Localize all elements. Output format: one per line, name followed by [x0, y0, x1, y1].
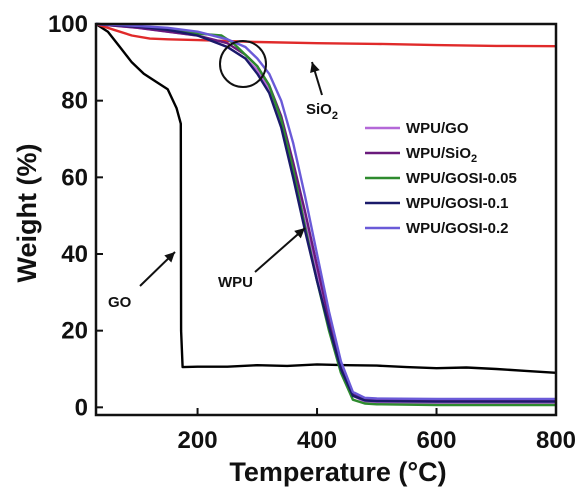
- arrow-wpu-head: [294, 228, 305, 239]
- series-layer: [95, 22, 557, 407]
- arrow-wpu: [254, 227, 306, 273]
- series-line-6: [95, 22, 556, 401]
- annotation-go-label: GO: [108, 294, 132, 311]
- y-tick-label: 100: [48, 11, 88, 38]
- x-tick-label: 600: [416, 427, 456, 454]
- plot-frame: [94, 22, 558, 417]
- annotation-sio2-label: SiO2: [306, 101, 338, 122]
- y-tick-label: 40: [61, 241, 88, 268]
- legend-label: WPU/GOSI-0.1: [406, 195, 509, 212]
- highlight-circle: [219, 40, 267, 88]
- legend-label: WPU/GO: [406, 120, 469, 137]
- y-tick-label: 60: [61, 164, 88, 191]
- x-tick-label: 400: [297, 427, 337, 454]
- tick-layer: 200 400 600 800 0 20 40 60 80 100: [48, 11, 576, 454]
- y-axis-title: Weight (%): [12, 144, 42, 283]
- x-tick-label: 200: [178, 427, 218, 454]
- legend-label: WPU/GOSI-0.2: [406, 220, 509, 237]
- annotation-sio2-text: SiO: [306, 101, 332, 118]
- legend-label: WPU/GOSI-0.05: [406, 170, 517, 187]
- y-tick-label: 20: [61, 318, 88, 345]
- series-line-1: [95, 22, 557, 48]
- y-tick-label: 0: [75, 394, 88, 421]
- series-line-0: [95, 22, 557, 374]
- x-axis-title: Temperature (°C): [229, 457, 446, 487]
- y-tick-label: 80: [61, 88, 88, 115]
- x-tick-label: 800: [536, 427, 576, 454]
- legend-label: WPU/SiO2: [406, 145, 477, 165]
- series-line-5: [95, 22, 556, 403]
- annotation-wpu-label: WPU: [218, 274, 253, 291]
- arrow-sio2-head: [310, 62, 320, 74]
- annotation-shapes: [139, 40, 323, 287]
- arrow-go-head: [164, 252, 175, 263]
- legend: WPU/GO WPU/SiO2 WPU/GOSI-0.05 WPU/GOSI-0.1 W…: [365, 120, 517, 237]
- annotation-sio2-subscript: 2: [332, 110, 338, 122]
